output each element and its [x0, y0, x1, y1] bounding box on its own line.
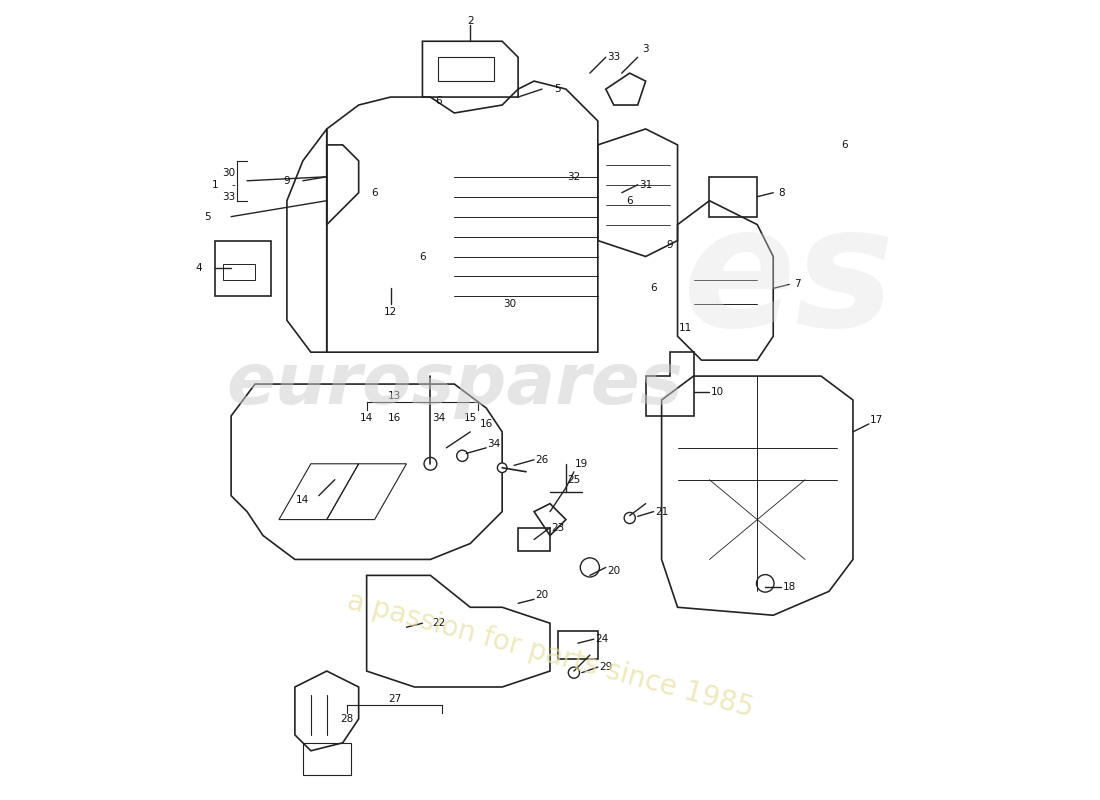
Text: 24: 24 — [595, 634, 608, 644]
Text: 19: 19 — [575, 458, 589, 469]
Bar — [439, 57, 494, 81]
Text: es: es — [683, 199, 895, 362]
Bar — [302, 743, 351, 774]
Text: 1: 1 — [212, 180, 219, 190]
Text: a passion for parts since 1985: a passion for parts since 1985 — [343, 587, 757, 723]
Text: 26: 26 — [536, 454, 549, 465]
Text: 14: 14 — [360, 413, 373, 422]
Text: 7: 7 — [794, 279, 801, 290]
Text: 22: 22 — [432, 618, 446, 628]
Text: -: - — [231, 180, 235, 190]
Circle shape — [497, 463, 507, 473]
Text: 25: 25 — [568, 474, 581, 485]
Text: 13: 13 — [388, 391, 401, 401]
Text: 33: 33 — [607, 52, 620, 62]
Text: 30: 30 — [222, 168, 235, 178]
Text: 31: 31 — [639, 180, 652, 190]
Text: 6: 6 — [436, 96, 442, 106]
Circle shape — [569, 667, 580, 678]
Text: 29: 29 — [600, 662, 613, 672]
Text: 32: 32 — [568, 172, 581, 182]
Text: 12: 12 — [384, 307, 397, 318]
Text: 30: 30 — [504, 299, 517, 310]
Text: 21: 21 — [654, 506, 668, 517]
Text: 8: 8 — [778, 188, 784, 198]
Text: 27: 27 — [388, 694, 401, 704]
Text: 10: 10 — [711, 387, 724, 397]
Text: eurospares: eurospares — [226, 350, 683, 418]
Bar — [223, 265, 255, 281]
Text: 34: 34 — [487, 439, 500, 449]
Circle shape — [581, 558, 600, 577]
Text: 5: 5 — [554, 84, 561, 94]
Text: 11: 11 — [679, 323, 692, 334]
Circle shape — [624, 513, 636, 523]
Text: 16: 16 — [388, 413, 401, 422]
Text: 20: 20 — [607, 566, 620, 577]
Circle shape — [424, 458, 437, 470]
Text: 23: 23 — [551, 522, 564, 533]
Text: 6: 6 — [626, 196, 632, 206]
Text: 16: 16 — [480, 419, 493, 429]
Text: 34: 34 — [432, 413, 446, 422]
Text: 9: 9 — [284, 176, 290, 186]
Text: 18: 18 — [782, 582, 795, 592]
Text: 20: 20 — [536, 590, 549, 600]
Text: 6: 6 — [650, 283, 657, 294]
Text: 3: 3 — [642, 44, 649, 54]
Text: 2: 2 — [468, 16, 474, 26]
Text: 28: 28 — [340, 714, 353, 724]
Circle shape — [456, 450, 468, 462]
Text: 6: 6 — [372, 188, 378, 198]
Text: 6: 6 — [419, 251, 426, 262]
Text: 17: 17 — [870, 415, 883, 425]
Text: 5: 5 — [204, 212, 210, 222]
Text: 9: 9 — [667, 239, 673, 250]
Text: 15: 15 — [464, 413, 477, 422]
Text: 6: 6 — [842, 140, 848, 150]
Text: 4: 4 — [196, 263, 202, 274]
Text: 14: 14 — [296, 494, 309, 505]
Circle shape — [757, 574, 774, 592]
Text: 33: 33 — [222, 192, 235, 202]
